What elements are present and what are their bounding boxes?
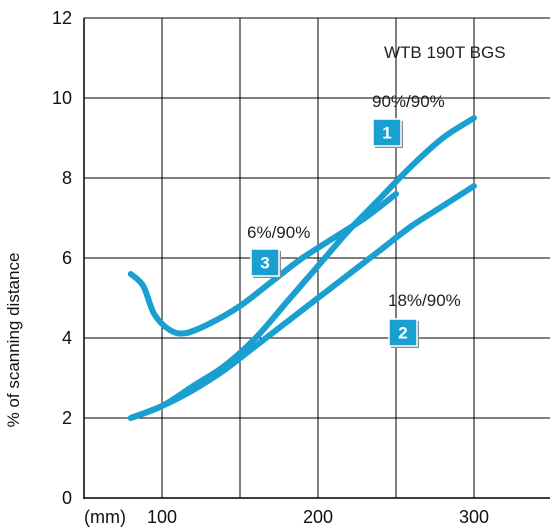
x-tick-label: 200 [303,507,333,527]
badge-box [372,118,402,147]
y-tick-labels: 0 2 4 6 8 10 12 [52,8,72,508]
product-label: WTB 190T BGS [384,43,506,62]
series-label-1: 90%/90% [372,92,445,111]
series-label-2: 18%/90% [388,291,461,310]
badge-number: 2 [398,324,407,343]
y-tick-label: 2 [62,408,72,428]
badge-number: 1 [382,124,391,143]
series-badge-1: 1 [372,118,403,148]
series-label-3: 6%/90% [247,223,310,242]
badge-number: 3 [260,254,269,273]
x-tick-labels: 100 200 300 [147,507,489,527]
series-line-2 [127,183,477,421]
x-tick-label: 100 [147,507,177,527]
badge-box [388,318,418,347]
series-lines [127,115,477,421]
y-tick-label: 4 [62,328,72,348]
y-tick-label: 6 [62,248,72,268]
series-line-3 [127,191,399,337]
y-tick-label: 12 [52,8,72,28]
series-line-1 [127,115,477,421]
series-badge-3: 3 [250,248,281,278]
y-axis-label: % of scanning distance [4,253,23,428]
x-tick-label: 300 [459,507,489,527]
badge-box [250,248,280,277]
x-unit-label: (mm) [84,507,126,527]
y-tick-label: 10 [52,88,72,108]
series-annotations: 90%/90% 1 18%/90% 2 6%/90% 3 [247,92,461,348]
y-tick-label: 0 [62,488,72,508]
y-tick-label: 8 [62,168,72,188]
series-badge-2: 2 [388,318,419,348]
grid-lines [83,17,550,499]
